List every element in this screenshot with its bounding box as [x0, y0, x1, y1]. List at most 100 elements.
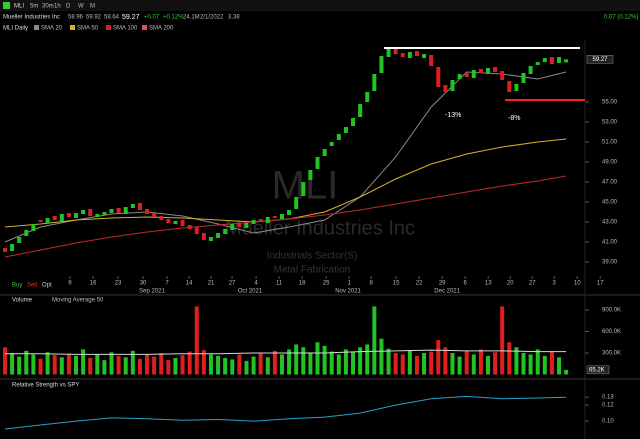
x-tick-label: 27 [529, 281, 536, 287]
y-tick-label: 53.00 [602, 120, 618, 126]
x-tick-label: 30 [140, 281, 147, 287]
candle [507, 81, 512, 92]
candle [223, 229, 228, 234]
volume-title: Volume [12, 298, 33, 304]
volume-bar [137, 358, 142, 375]
value-label: 65.2K [589, 367, 605, 373]
candle [315, 157, 320, 169]
volume-bar [81, 349, 86, 375]
x-tick-label: 23 [115, 281, 122, 287]
volume-bar [10, 353, 15, 375]
candle [478, 69, 483, 73]
volume-bar [457, 356, 462, 375]
x-tick-label: 9 [68, 281, 72, 287]
month-label: Oct 2021 [238, 289, 263, 295]
price-tag [586, 55, 614, 64]
legend-label: SMA 20 [41, 26, 63, 32]
x-tick-label: 20 [507, 281, 514, 287]
legend-swatch [34, 25, 39, 30]
trade-button[interactable]: Opt [42, 283, 52, 289]
candle [407, 52, 412, 58]
volume-bar [173, 358, 178, 375]
x-tick-label: 29 [439, 281, 446, 287]
month-label: Nov 2021 [335, 289, 361, 295]
candle [500, 71, 505, 80]
candle [24, 230, 29, 236]
volume-bar [471, 354, 476, 375]
y-tick-label: 300.0K [602, 351, 621, 357]
toolbar-button[interactable]: W [78, 4, 84, 10]
volume-bar [2, 347, 7, 375]
quote-extra: 3.38 [228, 15, 240, 21]
volume-bar [152, 356, 157, 375]
volume-bar [521, 353, 526, 375]
volume-bar [514, 347, 519, 375]
volume-bar [564, 369, 569, 375]
y-tick-label: 0.12 [602, 403, 614, 409]
candle [365, 92, 370, 102]
candle [485, 68, 490, 74]
quote-low: 58.64 [104, 15, 120, 21]
line [4, 175, 567, 258]
volume-bar [379, 338, 384, 375]
candle [38, 220, 43, 222]
x-tick-label: 13 [485, 281, 492, 287]
candle [81, 210, 86, 214]
volume-bar [500, 306, 505, 375]
candle [528, 66, 533, 74]
candle [393, 47, 398, 54]
volume-bar [493, 352, 498, 375]
value-tag [586, 365, 610, 375]
volume-bar [52, 355, 57, 375]
candle [322, 149, 327, 156]
volume-bar [336, 354, 341, 375]
toolbar-button[interactable]: D [66, 4, 71, 10]
candle [542, 58, 547, 62]
volume-bar [223, 358, 228, 375]
volume-bar [74, 355, 79, 375]
volume-bar [88, 358, 93, 375]
volume-bar [557, 357, 562, 375]
candle [152, 213, 157, 217]
trade-button[interactable]: Buy [12, 283, 22, 289]
trade-button[interactable]: Sell [27, 283, 37, 289]
candle [386, 48, 391, 57]
toolbar-button[interactable]: 30m [42, 4, 54, 10]
symbol[interactable]: MLI [14, 4, 24, 10]
quote-change: +0.07 [144, 15, 160, 21]
candle [358, 104, 363, 117]
toolbar-button[interactable]: 5m [30, 4, 38, 10]
toolbar [0, 0, 640, 11]
volume-bar [180, 355, 185, 375]
candle [251, 220, 256, 224]
volume-bar [194, 306, 199, 375]
volume-bar [116, 355, 121, 375]
line [4, 395, 567, 430]
toolbar-button[interactable]: 1h [54, 4, 61, 10]
volume-bar [31, 354, 36, 375]
candle [130, 204, 135, 208]
volume-bar [38, 358, 43, 375]
candle [166, 219, 171, 223]
toolbar-button[interactable]: M [90, 4, 95, 10]
candle [230, 224, 235, 230]
volume-bar [542, 355, 547, 375]
candle [279, 214, 284, 219]
candle [123, 207, 128, 214]
quote-open: 58.96 [68, 15, 84, 21]
candle [208, 237, 213, 241]
candle [272, 216, 277, 218]
y-tick-label: 47.00 [602, 180, 618, 186]
volume-ma-title: Moving Average 50 [52, 298, 104, 304]
candle [52, 216, 57, 220]
volume-bar [109, 352, 114, 375]
legend-label: SMA 200 [149, 26, 174, 32]
line [5, 349, 567, 355]
x-tick-label: 27 [229, 281, 236, 287]
volume-bar [450, 353, 455, 375]
candle [95, 214, 100, 217]
x-tick-label: 25 [323, 281, 330, 287]
volume-bar [386, 348, 391, 375]
volume-bar [216, 355, 221, 375]
